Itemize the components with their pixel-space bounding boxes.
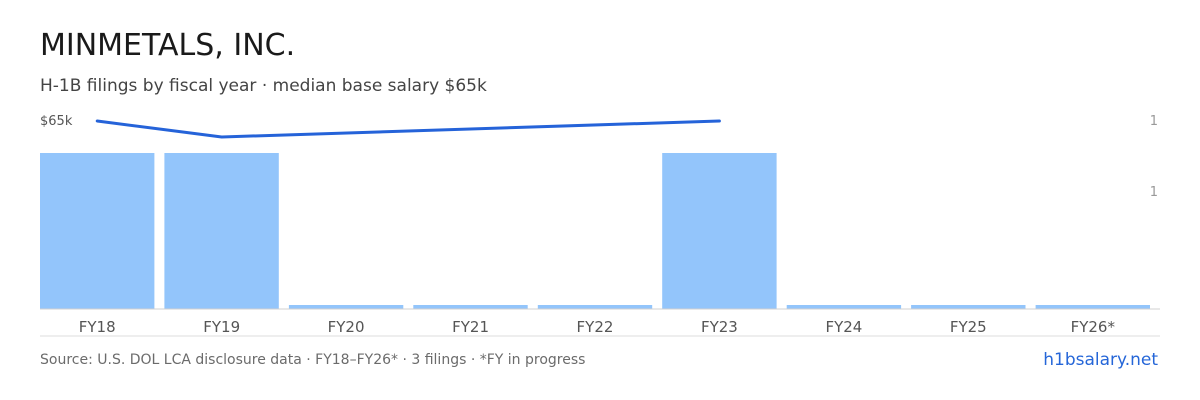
bar-fy26 [1035, 305, 1150, 309]
x-tick-label-fy22: FY22 [577, 318, 614, 336]
x-tick-label-fy18: FY18 [79, 318, 116, 336]
right-y-tick-label-mid: 1 [1150, 185, 1158, 200]
bar-fy25 [911, 305, 1026, 309]
bars-group [40, 153, 1150, 309]
bar-fy19 [164, 153, 279, 309]
x-tick-label-fy24: FY24 [825, 318, 862, 336]
x-tick-label-fy23: FY23 [701, 318, 738, 336]
bar-fy21 [413, 305, 528, 309]
brand-link[interactable]: h1bsalary.net [1043, 350, 1158, 370]
bar-fy18 [40, 153, 155, 309]
bar-fy20 [288, 305, 404, 309]
x-tick-label-fy19: FY19 [203, 318, 240, 336]
x-tick-label-fy20: FY20 [328, 318, 365, 336]
source-note: Source: U.S. DOL LCA disclosure data · F… [40, 352, 586, 368]
right-y-tick-label-top: 1 [1150, 114, 1158, 129]
x-tick-label-fy21: FY21 [452, 318, 489, 336]
x-tick-label-fy25: FY25 [950, 318, 987, 336]
x-tick-label-fy26: FY26* [1071, 318, 1116, 336]
chart-title: MINMETALS, INC. [40, 28, 296, 63]
salary-line [95, 119, 721, 139]
bar-fy22 [537, 305, 653, 309]
chart-subtitle: H-1B filings by fiscal year · median bas… [40, 76, 487, 96]
bar-fy23 [662, 153, 777, 309]
left-y-tick-label: $65k [40, 114, 73, 129]
bar-fy24 [786, 305, 902, 309]
x-tick-labels: FY18 FY19 FY20 FY21 FY22 FY23 FY24 FY25 FY26* [79, 318, 1116, 336]
